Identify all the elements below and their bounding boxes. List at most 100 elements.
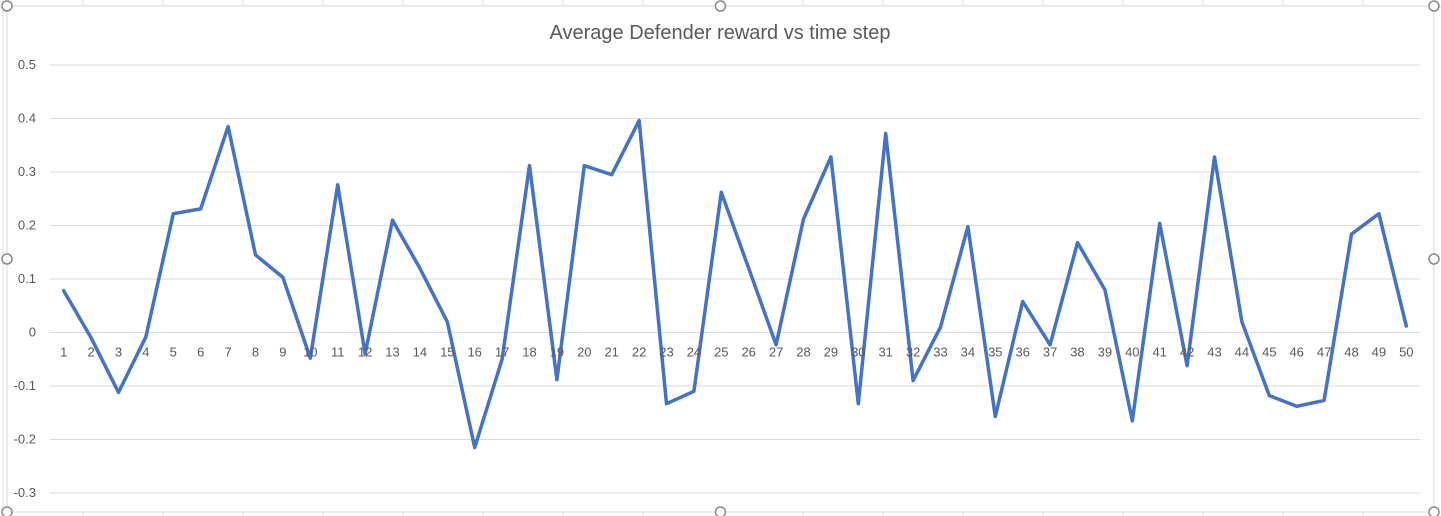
data-point[interactable] xyxy=(1048,343,1052,347)
data-point[interactable] xyxy=(1130,419,1134,423)
data-point[interactable] xyxy=(391,218,394,222)
data-point[interactable] xyxy=(89,336,93,340)
data-point[interactable] xyxy=(62,289,66,293)
x-tick-label: 23 xyxy=(659,345,673,360)
x-tick-label: 18 xyxy=(522,345,536,360)
data-point[interactable] xyxy=(1350,232,1353,236)
data-point[interactable] xyxy=(1021,299,1025,303)
data-point[interactable] xyxy=(884,131,888,135)
x-tick-label: 43 xyxy=(1207,345,1221,360)
data-point[interactable] xyxy=(555,378,559,382)
y-tick-label: 0.3 xyxy=(18,164,36,179)
x-tick-label: 20 xyxy=(577,345,591,360)
data-point[interactable] xyxy=(747,266,751,270)
resize-handle[interactable] xyxy=(1,0,13,12)
y-tick-label: 0.2 xyxy=(18,218,36,233)
data-point[interactable] xyxy=(1158,221,1162,225)
data-point[interactable] xyxy=(856,402,860,406)
data-point[interactable] xyxy=(336,183,340,187)
resize-handle[interactable] xyxy=(714,0,727,12)
data-point[interactable] xyxy=(802,217,805,221)
resize-handle[interactable] xyxy=(1428,253,1440,265)
x-tick-label: 45 xyxy=(1262,345,1276,360)
data-point[interactable] xyxy=(610,173,614,177)
x-tick-label: 27 xyxy=(769,345,783,360)
x-tick-label: 28 xyxy=(796,345,810,360)
data-point[interactable] xyxy=(911,379,915,383)
data-point[interactable] xyxy=(1404,324,1408,328)
x-axis-ticks: 1 2 3 4 5 6 7 8 9 10 11 12 13 14 15 16 17 18 19 20 21 22 23 24 2… xyxy=(60,345,1413,360)
x-tick-label: 38 xyxy=(1070,345,1084,360)
x-tick-label: 36 xyxy=(1015,345,1029,360)
data-point[interactable] xyxy=(692,389,696,393)
resize-handle[interactable] xyxy=(1428,0,1440,12)
data-point[interactable] xyxy=(1076,241,1079,245)
series-line[interactable] xyxy=(61,118,1409,450)
x-tick-label: 12 xyxy=(358,345,372,360)
x-tick-label: 3 xyxy=(115,345,122,360)
data-point[interactable] xyxy=(1103,288,1107,292)
data-point[interactable] xyxy=(281,275,285,279)
data-point[interactable] xyxy=(445,320,449,324)
data-point[interactable] xyxy=(254,253,257,257)
data-point[interactable] xyxy=(117,390,120,394)
x-tick-label: 41 xyxy=(1152,345,1166,360)
data-point[interactable] xyxy=(363,352,367,356)
chart-area[interactable] xyxy=(6,5,1435,513)
x-tick-label: 30 xyxy=(851,345,865,360)
y-axis-ticks: 0.5 0.4 0.3 0.2 0.1 0 -0.1 -0.2 -0.3 xyxy=(14,57,36,500)
x-tick-label: 32 xyxy=(906,345,920,360)
data-point[interactable] xyxy=(665,402,668,406)
data-point[interactable] xyxy=(308,356,312,360)
data-point[interactable] xyxy=(1185,364,1189,368)
data-point[interactable] xyxy=(582,164,586,168)
x-tick-label: 6 xyxy=(197,345,204,360)
resize-handle[interactable] xyxy=(1,506,13,516)
data-point[interactable] xyxy=(1295,404,1299,408)
y-tick-label: 0 xyxy=(29,325,36,340)
resize-handle[interactable] xyxy=(714,506,727,516)
data-point[interactable] xyxy=(528,164,531,168)
data-point[interactable] xyxy=(637,119,641,123)
x-tick-label: 35 xyxy=(988,345,1002,360)
x-tick-label: 49 xyxy=(1372,345,1386,360)
data-point[interactable] xyxy=(993,414,997,418)
data-point[interactable] xyxy=(1267,394,1271,398)
resize-handle[interactable] xyxy=(1428,506,1440,516)
y-tick-label: -0.3 xyxy=(14,485,36,500)
x-tick-label: 24 xyxy=(687,345,701,360)
data-point[interactable] xyxy=(199,207,203,211)
x-tick-label: 10 xyxy=(303,345,317,360)
y-tick-label: 0.4 xyxy=(18,111,36,126)
data-point[interactable] xyxy=(1377,212,1381,216)
y-tick-label: 0.5 xyxy=(18,57,36,72)
data-point[interactable] xyxy=(719,190,723,194)
data-point[interactable] xyxy=(966,225,970,229)
data-point[interactable] xyxy=(473,446,477,450)
x-tick-label: 8 xyxy=(252,345,259,360)
x-tick-label: 44 xyxy=(1235,345,1249,360)
data-point[interactable] xyxy=(500,357,504,361)
data-point[interactable] xyxy=(144,335,148,339)
x-tick-label: 11 xyxy=(331,345,345,360)
data-point[interactable] xyxy=(1213,155,1216,159)
x-tick-label: 4 xyxy=(142,345,149,360)
data-point[interactable] xyxy=(226,125,230,129)
x-tick-label: 31 xyxy=(878,345,892,360)
data-point[interactable] xyxy=(171,212,175,216)
data-point[interactable] xyxy=(939,325,942,329)
data-point[interactable] xyxy=(774,343,778,347)
series-layer xyxy=(61,118,1409,450)
data-point[interactable] xyxy=(829,155,833,159)
data-point[interactable] xyxy=(1322,398,1326,402)
x-tick-label: 1 xyxy=(60,345,67,360)
resize-handle[interactable] xyxy=(1,253,13,265)
data-point[interactable] xyxy=(1240,320,1244,324)
data-point[interactable] xyxy=(418,266,422,270)
y-tick-label: 0.1 xyxy=(18,271,36,286)
x-tick-label: 48 xyxy=(1344,345,1358,360)
x-tick-label: 2 xyxy=(87,345,94,360)
x-tick-label: 17 xyxy=(495,345,509,360)
